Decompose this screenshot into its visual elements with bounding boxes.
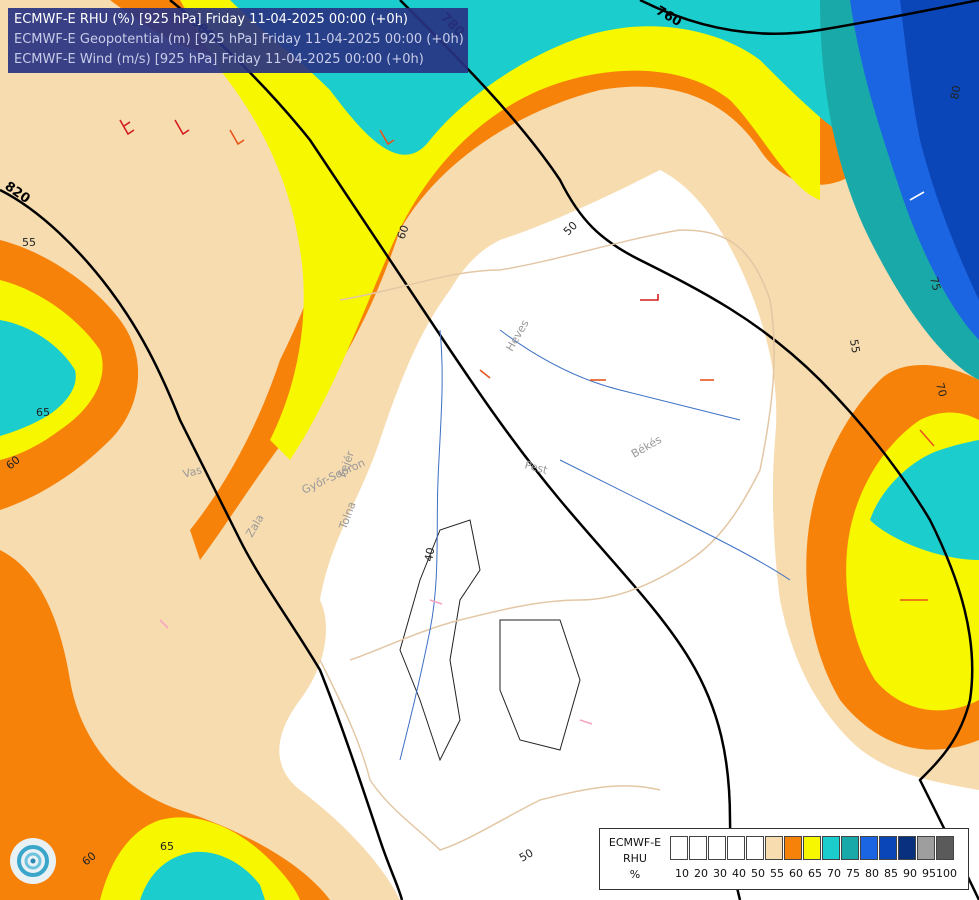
rivers <box>399 329 791 761</box>
legend-ticks: 10 20 30 40 50 55 60 65 70 75 80 85 90 95 100 <box>670 867 957 880</box>
legend-swatch <box>746 836 764 860</box>
legend-tick-label: 75 <box>846 867 860 880</box>
wind-barbs <box>119 119 935 725</box>
legend-swatch <box>708 836 726 860</box>
legend-swatch <box>784 836 802 860</box>
legend-swatch <box>822 836 840 860</box>
rhu-label: 60 <box>395 223 412 241</box>
logo <box>10 838 56 884</box>
legend-swatch <box>879 836 897 860</box>
legend-title-model: ECMWF-E <box>608 836 662 849</box>
legend-tick-label: 50 <box>751 867 765 880</box>
rhu-label: 65 <box>36 406 50 419</box>
header-wind-line: ECMWF-E Wind (m/s) [925 hPa] Friday 11-0… <box>14 52 424 67</box>
region-label-pest: Pest <box>523 458 549 477</box>
legend-swatch <box>689 836 707 860</box>
legend-tick-label: 100 <box>936 867 957 880</box>
legend-swatch <box>727 836 745 860</box>
legend-tick-label: 40 <box>732 867 746 880</box>
rhu-contours <box>399 519 581 762</box>
legend-swatches <box>670 836 955 860</box>
rhu-label: 70 <box>933 381 949 398</box>
header-rhu-line: ECMWF-E RHU (%) [925 hPa] Friday 11-04-2… <box>14 12 408 27</box>
rhu-label: 65 <box>160 840 174 853</box>
legend-tick-label: 65 <box>808 867 822 880</box>
legend-tick-label: 90 <box>903 867 917 880</box>
legend-title-variable: RHU <box>623 852 647 865</box>
legend-tick-label: 95 <box>922 867 936 880</box>
legend-swatch <box>917 836 935 860</box>
legend-swatch <box>841 836 859 860</box>
rhu-band-70-west <box>0 320 76 436</box>
legend-tick-label: 55 <box>770 867 784 880</box>
isoline-820 <box>0 188 404 900</box>
legend-tick-label: 70 <box>827 867 841 880</box>
rhu-label: 80 <box>948 84 963 100</box>
legend-swatch <box>898 836 916 860</box>
legend-tick-label: 10 <box>675 867 689 880</box>
map-header: ECMWF-E RHU (%) [925 hPa] Friday 11-04-2… <box>8 8 468 73</box>
legend-tick-label: 20 <box>694 867 708 880</box>
rhu-band-85-ne <box>900 0 979 300</box>
borders <box>319 229 775 851</box>
rhu-dry-core <box>279 170 979 900</box>
isoline-760 <box>639 0 979 35</box>
legend-tick-label: 85 <box>884 867 898 880</box>
legend-swatch <box>860 836 878 860</box>
rhu-band-70-south <box>140 851 265 900</box>
isoline-780 <box>399 0 979 900</box>
rhu-label: 55 <box>22 236 36 249</box>
legend-title-unit: % <box>629 868 641 881</box>
rhu-label: 75 <box>927 275 943 292</box>
swirl-logo-icon <box>17 845 49 877</box>
rhu-label: 50 <box>517 846 536 864</box>
rhu-label: 40 <box>422 546 437 562</box>
isoline-800 <box>169 0 742 900</box>
rhu-label: 55 <box>847 338 862 354</box>
legend-tick-label: 60 <box>789 867 803 880</box>
legend-title: ECMWF-E RHU % <box>604 835 666 883</box>
legend-swatch <box>765 836 783 860</box>
header-geopotential-line: ECMWF-E Geopotential (m) [925 hPa] Frida… <box>14 32 464 47</box>
rhu-band-65-north <box>180 0 820 460</box>
legend-tick-label: 80 <box>865 867 879 880</box>
legend-swatch <box>803 836 821 860</box>
region-label-vas: Vas <box>181 463 203 481</box>
rhu-band-60-southwest <box>0 550 330 900</box>
rhu-legend: ECMWF-E RHU % 10 20 30 40 50 55 60 65 70 75 80 85 90… <box>599 828 969 890</box>
legend-tick-label: 30 <box>713 867 727 880</box>
rhu-band-70-east <box>870 440 979 560</box>
legend-swatch <box>670 836 688 860</box>
legend-swatch <box>936 836 954 860</box>
